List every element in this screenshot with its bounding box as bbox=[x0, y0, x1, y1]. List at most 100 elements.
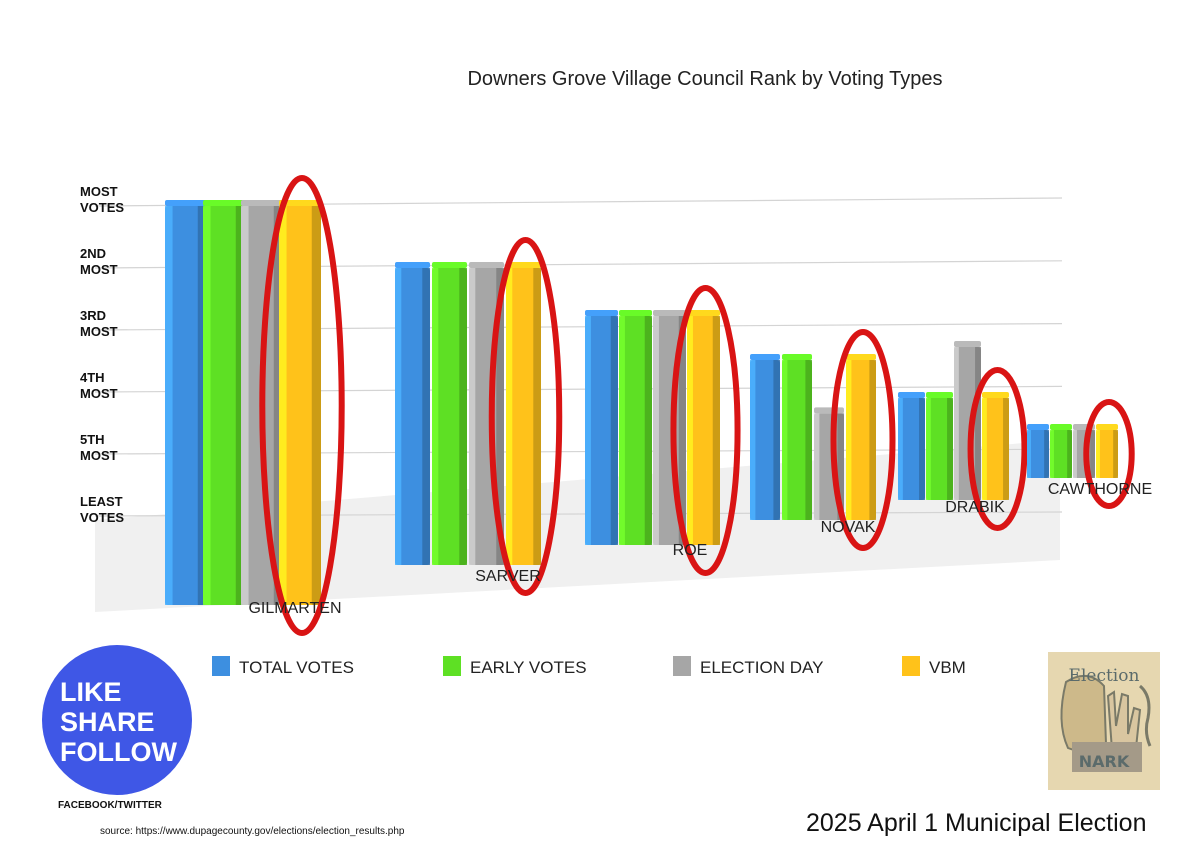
bar-shade bbox=[712, 316, 720, 545]
bar-top bbox=[954, 341, 981, 347]
logo-art bbox=[1048, 652, 1160, 790]
y-tick-label: 4TH MOST bbox=[80, 370, 118, 401]
bar-top bbox=[279, 200, 321, 206]
bar-top bbox=[1027, 424, 1049, 430]
bar bbox=[846, 360, 876, 520]
bar-highlight bbox=[926, 398, 931, 500]
category-label: CAWTHORNE bbox=[1048, 481, 1152, 498]
election-nark-logo: Election NARK bbox=[1048, 652, 1160, 790]
bar-shade bbox=[805, 360, 812, 520]
bar-highlight bbox=[898, 398, 903, 500]
bar-top bbox=[1096, 424, 1118, 430]
bar-highlight bbox=[1096, 430, 1100, 478]
bar bbox=[203, 206, 245, 605]
category-label: SARVER bbox=[475, 568, 541, 585]
bar-highlight bbox=[782, 360, 788, 520]
bar-shade bbox=[1067, 430, 1072, 478]
bar-shade bbox=[678, 316, 686, 545]
bar bbox=[1096, 430, 1118, 478]
bar-highlight bbox=[241, 206, 249, 605]
bar-shade bbox=[422, 268, 430, 565]
bar-shade bbox=[197, 206, 207, 605]
bar bbox=[687, 316, 720, 545]
bar bbox=[954, 347, 981, 500]
logo-bottom-text: NARK bbox=[1078, 752, 1130, 771]
legend-swatch bbox=[443, 656, 461, 676]
bar-highlight bbox=[814, 413, 820, 520]
bar bbox=[279, 206, 321, 605]
bar-top bbox=[165, 200, 207, 206]
bar-highlight bbox=[982, 398, 987, 500]
bar bbox=[926, 398, 953, 500]
bar-shade bbox=[947, 398, 953, 500]
bar-top bbox=[653, 310, 686, 316]
bar-top bbox=[750, 354, 780, 360]
bar-highlight bbox=[506, 268, 513, 565]
bar bbox=[898, 398, 925, 500]
bar-top bbox=[926, 392, 953, 398]
bar-shade bbox=[773, 360, 780, 520]
y-tick-label: MOST VOTES bbox=[80, 184, 124, 215]
social-line-follow: FOLLOW bbox=[60, 737, 177, 767]
highlight-ellipse bbox=[670, 285, 741, 576]
bar-highlight bbox=[203, 206, 211, 605]
bar bbox=[982, 398, 1009, 500]
highlight-ellipse bbox=[259, 175, 345, 636]
highlight-ellipse bbox=[830, 329, 896, 551]
highlight-ellipse bbox=[1083, 399, 1135, 509]
category-label: DRABIK bbox=[945, 499, 1005, 516]
bar-shade bbox=[644, 316, 652, 545]
bar-shade bbox=[1113, 430, 1118, 478]
bar-shade bbox=[610, 316, 618, 545]
bar bbox=[619, 316, 652, 545]
bar-shade bbox=[1044, 430, 1049, 478]
bar-highlight bbox=[750, 360, 756, 520]
legend-label: TOTAL VOTES bbox=[239, 658, 354, 677]
category-label: GILMARTEN bbox=[248, 600, 341, 617]
bar-shade bbox=[311, 206, 321, 605]
highlight-ellipse bbox=[967, 367, 1028, 531]
bar bbox=[750, 360, 780, 520]
y-tick-label: LEAST VOTES bbox=[80, 494, 124, 525]
bar-top bbox=[782, 354, 812, 360]
bar bbox=[165, 206, 207, 605]
bar-shade bbox=[496, 268, 504, 565]
logo-top-text: Election bbox=[1068, 666, 1140, 686]
bar-highlight bbox=[165, 206, 173, 605]
bar-shade bbox=[459, 268, 467, 565]
legend-label: VBM bbox=[929, 658, 966, 677]
bar-shade bbox=[919, 398, 925, 500]
bar-top bbox=[898, 392, 925, 398]
bar bbox=[432, 268, 467, 565]
y-tick-label: 5TH MOST bbox=[80, 432, 118, 463]
bar-shade bbox=[235, 206, 245, 605]
bar bbox=[782, 360, 812, 520]
y-tick-label: 2ND MOST bbox=[80, 246, 118, 277]
bar-highlight bbox=[432, 268, 439, 565]
legend-label: EARLY VOTES bbox=[470, 658, 587, 677]
bar-highlight bbox=[1073, 430, 1077, 478]
footer-title: 2025 April 1 Municipal Election bbox=[806, 809, 1147, 837]
bar-top bbox=[203, 200, 245, 206]
legend-swatch bbox=[902, 656, 920, 676]
bar-top bbox=[846, 354, 876, 360]
bar-top bbox=[1050, 424, 1072, 430]
social-badge[interactable]: LIKE SHARE FOLLOW bbox=[42, 645, 192, 795]
legend-swatch bbox=[673, 656, 691, 676]
legend-label: ELECTION DAY bbox=[700, 658, 823, 677]
bar-highlight bbox=[619, 316, 625, 545]
bar-highlight bbox=[653, 316, 659, 545]
bar-shade bbox=[1003, 398, 1009, 500]
bar-highlight bbox=[846, 360, 852, 520]
category-label: NOVAK bbox=[821, 519, 876, 536]
bar-shade bbox=[533, 268, 541, 565]
source-note: source: https://www.dupagecounty.gov/ele… bbox=[100, 826, 405, 837]
bar-highlight bbox=[1027, 430, 1031, 478]
bar-highlight bbox=[687, 316, 693, 545]
bar-top bbox=[506, 262, 541, 268]
bar-top bbox=[469, 262, 504, 268]
bar-top bbox=[814, 407, 844, 414]
bar bbox=[506, 268, 541, 565]
bar-shade bbox=[837, 413, 844, 520]
bar bbox=[1027, 430, 1049, 478]
